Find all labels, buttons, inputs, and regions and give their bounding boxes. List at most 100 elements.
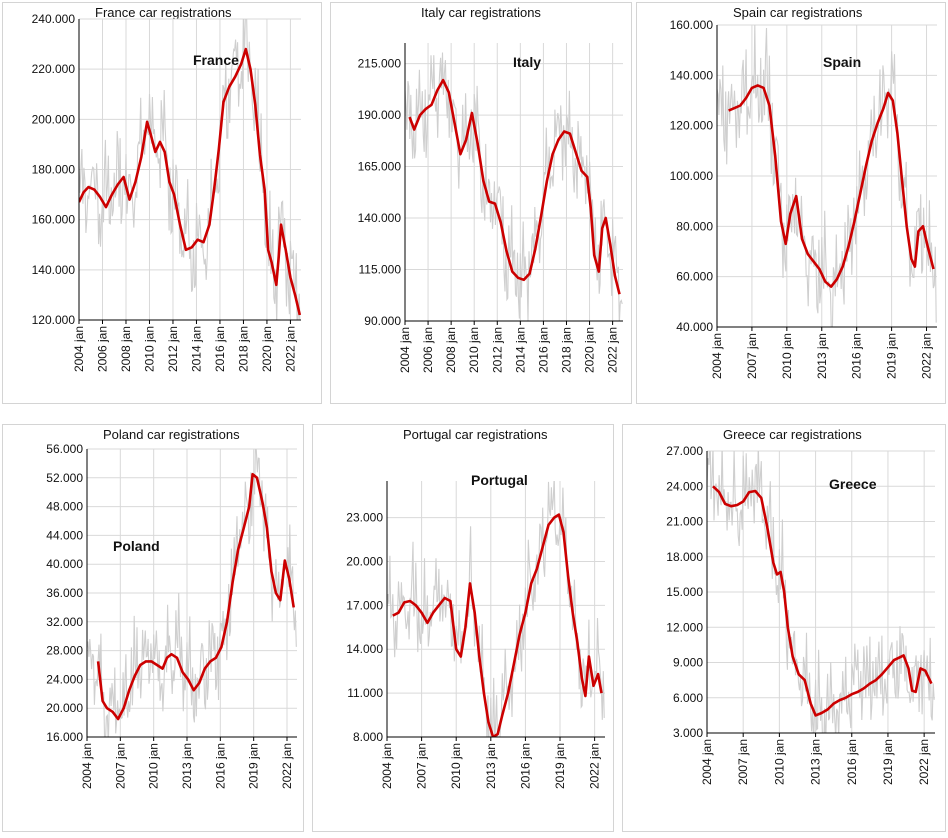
y-tick-label: 9.000	[673, 656, 703, 670]
series-label-spain: Spain	[823, 54, 861, 70]
x-tick-label: 2013 jan	[180, 743, 194, 789]
chart-svg-spain: Spain car registrations 40.000 60.000 80.00…	[670, 5, 937, 379]
series-label-portugal: Portugal	[471, 472, 528, 488]
y-tick-label: 8.000	[353, 730, 383, 744]
x-tick-label: 2013 jan	[815, 333, 829, 379]
x-tick-label: 2006 jan	[421, 327, 435, 373]
x-tick-label: 2012 jan	[490, 327, 504, 373]
raw-monthly-line	[405, 52, 623, 321]
x-tick-label: 2007 jan	[415, 743, 429, 789]
y-tick-label: 23.000	[346, 511, 383, 525]
chart-title: France car registrations	[95, 5, 232, 20]
x-tick-label: 2010 jan	[772, 739, 786, 785]
x-tick-label: 2020 jan	[583, 327, 597, 373]
chart-svg-greece: Greece car registrations 3.000 6.000 9.000 1…	[666, 427, 935, 785]
y-tick-label: 20.000	[46, 701, 83, 715]
y-tick-label: 28.000	[46, 644, 83, 658]
y-tick-label: 14.000	[346, 642, 383, 656]
y-tick-label: 115.000	[359, 263, 402, 277]
x-tick-label: 2019 jan	[881, 739, 895, 785]
x-tick-label: 2018 jan	[236, 326, 250, 372]
series-label-france: France	[193, 52, 239, 68]
trend-line	[408, 78, 621, 295]
y-tick-label: 44.000	[46, 528, 83, 542]
x-tick-label: 2014 jan	[513, 327, 527, 373]
series-label-greece: Greece	[829, 476, 877, 492]
x-tick-label: 2007 jan	[736, 739, 750, 785]
trend-line	[712, 485, 933, 717]
raw-monthly-line	[79, 19, 301, 320]
y-tick-label: 27.000	[666, 444, 703, 458]
y-tick-label: 48.000	[46, 500, 83, 514]
x-tick-label: 2016 jan	[850, 333, 864, 379]
x-tick-label: 2016 jan	[213, 326, 227, 372]
x-tick-label: 2022 jan	[588, 743, 602, 789]
x-tick-label: 2022 jan	[280, 743, 294, 789]
x-tick-label: 2019 jan	[553, 743, 567, 789]
y-tick-label: 160.000	[670, 18, 714, 32]
chart-panel-france: France car registrations 120.000 140.000 16…	[2, 2, 322, 404]
chart-panel-spain: Spain car registrations 40.000 60.000 80.00…	[636, 2, 946, 404]
y-tick-label: 215.000	[358, 57, 402, 71]
x-tick-label: 2016 jan	[845, 739, 859, 785]
chart-svg-france: France car registrations 120.000 140.000 16…	[32, 5, 301, 372]
y-tick-label: 180.000	[32, 163, 76, 177]
x-tick-label: 2010 jan	[147, 743, 161, 789]
chart-title: Poland car registrations	[103, 427, 240, 442]
y-tick-label: 52.000	[46, 471, 83, 485]
x-tick-label: 2010 jan	[780, 333, 794, 379]
y-tick-label: 36.000	[46, 586, 83, 600]
x-tick-label: 2013 jan	[484, 743, 498, 789]
x-tick-label: 2013 jan	[809, 739, 823, 785]
x-tick-label: 2004 jan	[398, 327, 412, 373]
y-tick-label: 15.000	[666, 585, 703, 599]
x-tick-label: 2010 jan	[142, 326, 156, 372]
x-tick-label: 2007 jan	[745, 333, 759, 379]
x-tick-label: 2020 jan	[260, 326, 274, 372]
chart-panel-portugal: Portugal car registrations 8.000 11.000 14.…	[312, 424, 614, 832]
chart-title: Portugal car registrations	[403, 427, 548, 442]
x-tick-label: 2022 jan	[606, 327, 620, 373]
y-tick-label: 6.000	[673, 691, 703, 705]
y-tick-label: 32.000	[46, 615, 83, 629]
chart-svg-italy: Italy car registrations 90.000 115.000 140.…	[358, 5, 623, 373]
y-tick-label: 200.000	[32, 112, 76, 126]
y-tick-label: 24.000	[46, 672, 83, 686]
y-tick-label: 16.000	[46, 730, 83, 744]
y-tick-label: 165.000	[358, 160, 402, 174]
chart-title: Italy car registrations	[421, 5, 541, 20]
x-tick-label: 2016 jan	[536, 327, 550, 373]
trend-line	[728, 84, 935, 289]
x-tick-label: 2012 jan	[166, 326, 180, 372]
y-tick-label: 40.000	[676, 320, 713, 334]
series-label-italy: Italy	[513, 54, 541, 70]
trend-line	[392, 513, 603, 737]
trend-line	[96, 472, 295, 721]
y-tick-label: 3.000	[673, 726, 703, 740]
series-label-poland: Poland	[113, 538, 160, 554]
x-tick-label: 2019 jan	[247, 743, 261, 789]
x-tick-label: 2004 jan	[700, 739, 714, 785]
y-tick-label: 90.000	[364, 314, 401, 328]
x-tick-label: 2022 jan	[920, 333, 934, 379]
x-tick-label: 2010 jan	[467, 327, 481, 373]
x-tick-label: 2022 jan	[917, 739, 931, 785]
y-tick-label: 140.000	[358, 211, 402, 225]
x-tick-label: 2022 jan	[283, 326, 297, 372]
y-tick-label: 220.000	[32, 62, 76, 76]
x-tick-label: 2004 jan	[80, 743, 94, 789]
y-tick-label: 100.000	[670, 169, 714, 183]
y-tick-label: 120.000	[32, 313, 76, 327]
chart-panel-greece: Greece car registrations 3.000 6.000 9.000 1…	[622, 424, 946, 832]
y-tick-label: 20.000	[346, 554, 383, 568]
x-tick-label: 2008 jan	[444, 327, 458, 373]
y-tick-label: 21.000	[666, 515, 703, 529]
y-tick-label: 12.000	[666, 620, 703, 634]
y-tick-label: 18.000	[666, 550, 703, 564]
trend-line	[79, 47, 301, 316]
x-tick-label: 2010 jan	[449, 743, 463, 789]
x-tick-label: 2019 jan	[885, 333, 899, 379]
y-tick-label: 120.000	[670, 119, 714, 133]
x-tick-label: 2004 jan	[380, 743, 394, 789]
y-tick-label: 140.000	[32, 263, 76, 277]
